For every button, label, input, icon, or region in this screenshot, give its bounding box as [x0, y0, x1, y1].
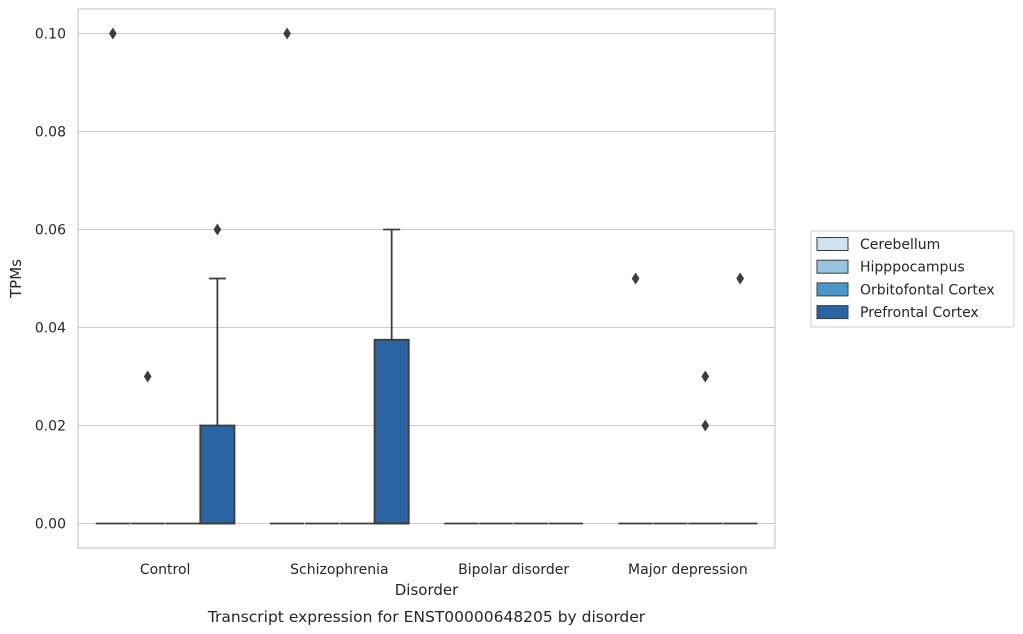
legend-swatch — [816, 305, 849, 320]
outlier-point — [213, 223, 222, 236]
box — [199, 424, 236, 525]
outlier-point — [701, 419, 710, 432]
box-group — [270, 27, 305, 525]
box-group — [723, 272, 758, 525]
outlier-point — [143, 370, 152, 383]
x-tick-labels: Control Schizophrenia Bipolar disorder Majo… — [140, 562, 748, 578]
gridlines — [78, 32, 775, 525]
outlier-point — [108, 27, 117, 40]
x-tick-label: Schizophrenia — [290, 562, 388, 578]
y-tick-label: 0.00 — [35, 517, 66, 533]
y-tick-label: 0.06 — [35, 223, 66, 239]
legend-swatch — [816, 237, 849, 251]
outlier-point — [283, 27, 291, 40]
box-group — [95, 27, 130, 525]
outlier-point — [631, 272, 640, 285]
legend-label: Cerebellum — [860, 237, 940, 253]
x-tick-label: Major depression — [628, 562, 748, 578]
y-tick-label: 0.08 — [35, 125, 66, 141]
legend-label: Orbitofontal Cortex — [860, 282, 995, 298]
y-axis-label: TPMs — [7, 259, 25, 299]
y-tick-labels: 0.00 0.02 0.04 0.06 0.08 0.10 — [35, 27, 66, 533]
box-group — [130, 370, 165, 525]
legend-swatch — [816, 282, 849, 297]
y-tick-label: 0.02 — [35, 419, 66, 435]
x-tick-label: Control — [140, 562, 191, 578]
outlier-point — [736, 272, 745, 285]
box-group — [373, 228, 410, 525]
legend-label: Hipppocampus — [860, 260, 965, 276]
legend-label: Prefrontal Cortex — [860, 305, 979, 321]
box-group — [199, 223, 236, 525]
x-axis-label: Disorder — [395, 581, 459, 599]
box — [373, 338, 410, 525]
x-tick-label: Bipolar disorder — [458, 562, 569, 578]
box-series — [95, 27, 758, 525]
legend-swatch — [816, 259, 849, 274]
box-group — [618, 272, 653, 525]
y-tick-label: 0.10 — [35, 27, 66, 43]
outlier-point — [701, 370, 710, 383]
plot-frame — [77, 8, 776, 549]
box-group — [688, 370, 723, 525]
legend: Cerebellum Hipppocampus Orbitofontal Corte… — [810, 230, 1015, 328]
y-tick-label: 0.04 — [35, 321, 66, 337]
legend-frame — [810, 230, 1015, 328]
chart-caption: Transcript expression for ENST0000064820… — [207, 608, 646, 626]
